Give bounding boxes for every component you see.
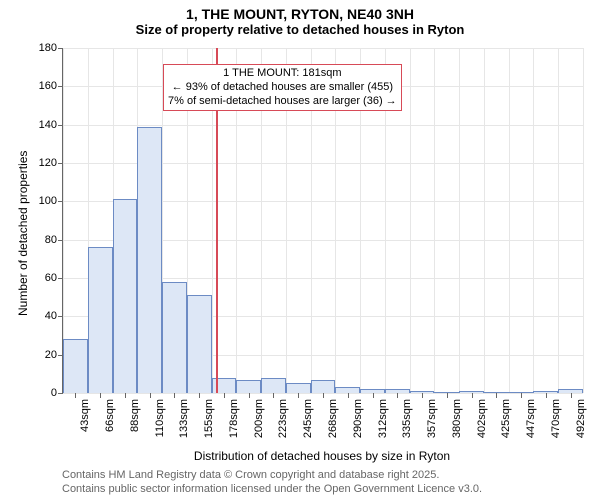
xtick-mark <box>373 393 374 398</box>
xtick-label: 223sqm <box>277 399 289 438</box>
ytick-label: 40 <box>45 310 57 322</box>
xtick-mark <box>546 393 547 398</box>
xtick-label: 380sqm <box>451 399 463 438</box>
histogram-chart: 1, THE MOUNT, RYTON, NE40 3NH Size of pr… <box>0 0 600 500</box>
ytick-label: 160 <box>39 80 57 92</box>
xtick-label: 312sqm <box>377 399 389 438</box>
ytick-label: 80 <box>45 234 57 246</box>
gridline-v <box>484 48 485 393</box>
histogram-bar <box>286 383 311 393</box>
histogram-bar <box>484 392 509 393</box>
xtick-mark <box>571 393 572 398</box>
ytick-label: 0 <box>51 387 57 399</box>
ytick-label: 120 <box>39 157 57 169</box>
xtick-label: 335sqm <box>401 399 413 438</box>
annotation-line: 7% of semi-detached houses are larger (3… <box>168 95 397 109</box>
xtick-mark <box>249 393 250 398</box>
chart-subtitle: Size of property relative to detached ho… <box>0 22 600 37</box>
xtick-label: 155sqm <box>203 399 215 438</box>
xtick-label: 425sqm <box>500 399 512 438</box>
x-axis-label: Distribution of detached houses by size … <box>62 449 582 463</box>
xtick-mark <box>521 393 522 398</box>
gridline-h <box>63 48 583 49</box>
gridline-v <box>509 48 510 393</box>
annotation-line: ← 93% of detached houses are smaller (45… <box>168 81 397 95</box>
histogram-bar <box>162 282 187 393</box>
xtick-mark <box>472 393 473 398</box>
xtick-label: 66sqm <box>104 399 116 432</box>
xtick-label: 470sqm <box>550 399 562 438</box>
y-axis-label: Number of detached properties <box>16 150 30 315</box>
xtick-label: 133sqm <box>178 399 190 438</box>
xtick-mark <box>199 393 200 398</box>
histogram-bar <box>410 391 435 393</box>
histogram-bar <box>385 389 410 393</box>
histogram-bar <box>88 247 113 393</box>
xtick-mark <box>100 393 101 398</box>
xtick-label: 447sqm <box>525 399 537 438</box>
histogram-bar <box>335 387 360 393</box>
histogram-bar <box>360 389 385 393</box>
ytick-label: 100 <box>39 195 57 207</box>
xtick-label: 88sqm <box>129 399 141 432</box>
xtick-label: 178sqm <box>228 399 240 438</box>
annotation-line: 1 THE MOUNT: 181sqm <box>168 67 397 81</box>
histogram-bar <box>459 391 484 393</box>
histogram-bar <box>261 378 286 393</box>
xtick-label: 245sqm <box>302 399 314 438</box>
annotation-box: 1 THE MOUNT: 181sqm← 93% of detached hou… <box>163 64 402 111</box>
xtick-label: 290sqm <box>352 399 364 438</box>
histogram-bar <box>311 380 336 393</box>
xtick-mark <box>447 393 448 398</box>
histogram-bar <box>434 392 459 393</box>
xtick-mark <box>150 393 151 398</box>
xtick-mark <box>273 393 274 398</box>
gridline-v <box>583 48 584 393</box>
ytick-label: 60 <box>45 272 57 284</box>
histogram-bar <box>63 339 88 393</box>
gridline-v <box>459 48 460 393</box>
histogram-bar <box>236 380 261 393</box>
ytick-label: 180 <box>39 42 57 54</box>
ytick-label: 20 <box>45 349 57 361</box>
xtick-mark <box>397 393 398 398</box>
gridline-v <box>558 48 559 393</box>
gridline-h <box>63 125 583 126</box>
xtick-mark <box>496 393 497 398</box>
gridline-v <box>533 48 534 393</box>
gridline-v <box>410 48 411 393</box>
ytick-label: 140 <box>39 119 57 131</box>
xtick-label: 110sqm <box>154 399 166 437</box>
histogram-bar <box>113 199 138 393</box>
ytick-mark <box>58 393 63 394</box>
xtick-mark <box>422 393 423 398</box>
xtick-mark <box>348 393 349 398</box>
xtick-mark <box>323 393 324 398</box>
xtick-mark <box>174 393 175 398</box>
gridline-v <box>434 48 435 393</box>
footer-line-1: Contains HM Land Registry data © Crown c… <box>62 469 439 481</box>
histogram-bar <box>558 389 583 393</box>
histogram-bar <box>137 127 162 393</box>
xtick-label: 402sqm <box>476 399 488 438</box>
xtick-mark <box>298 393 299 398</box>
xtick-label: 357sqm <box>426 399 438 438</box>
xtick-label: 200sqm <box>253 399 265 438</box>
xtick-label: 492sqm <box>575 399 587 438</box>
xtick-label: 43sqm <box>79 399 91 432</box>
footer-line-2: Contains public sector information licen… <box>62 483 482 495</box>
xtick-mark <box>75 393 76 398</box>
xtick-mark <box>224 393 225 398</box>
histogram-bar <box>187 295 212 393</box>
xtick-label: 268sqm <box>327 399 339 438</box>
xtick-mark <box>125 393 126 398</box>
histogram-bar <box>509 392 534 393</box>
plot-area: 02040608010012014016018043sqm66sqm88sqm1… <box>62 48 583 394</box>
chart-title: 1, THE MOUNT, RYTON, NE40 3NH <box>0 0 600 22</box>
histogram-bar <box>533 391 558 393</box>
